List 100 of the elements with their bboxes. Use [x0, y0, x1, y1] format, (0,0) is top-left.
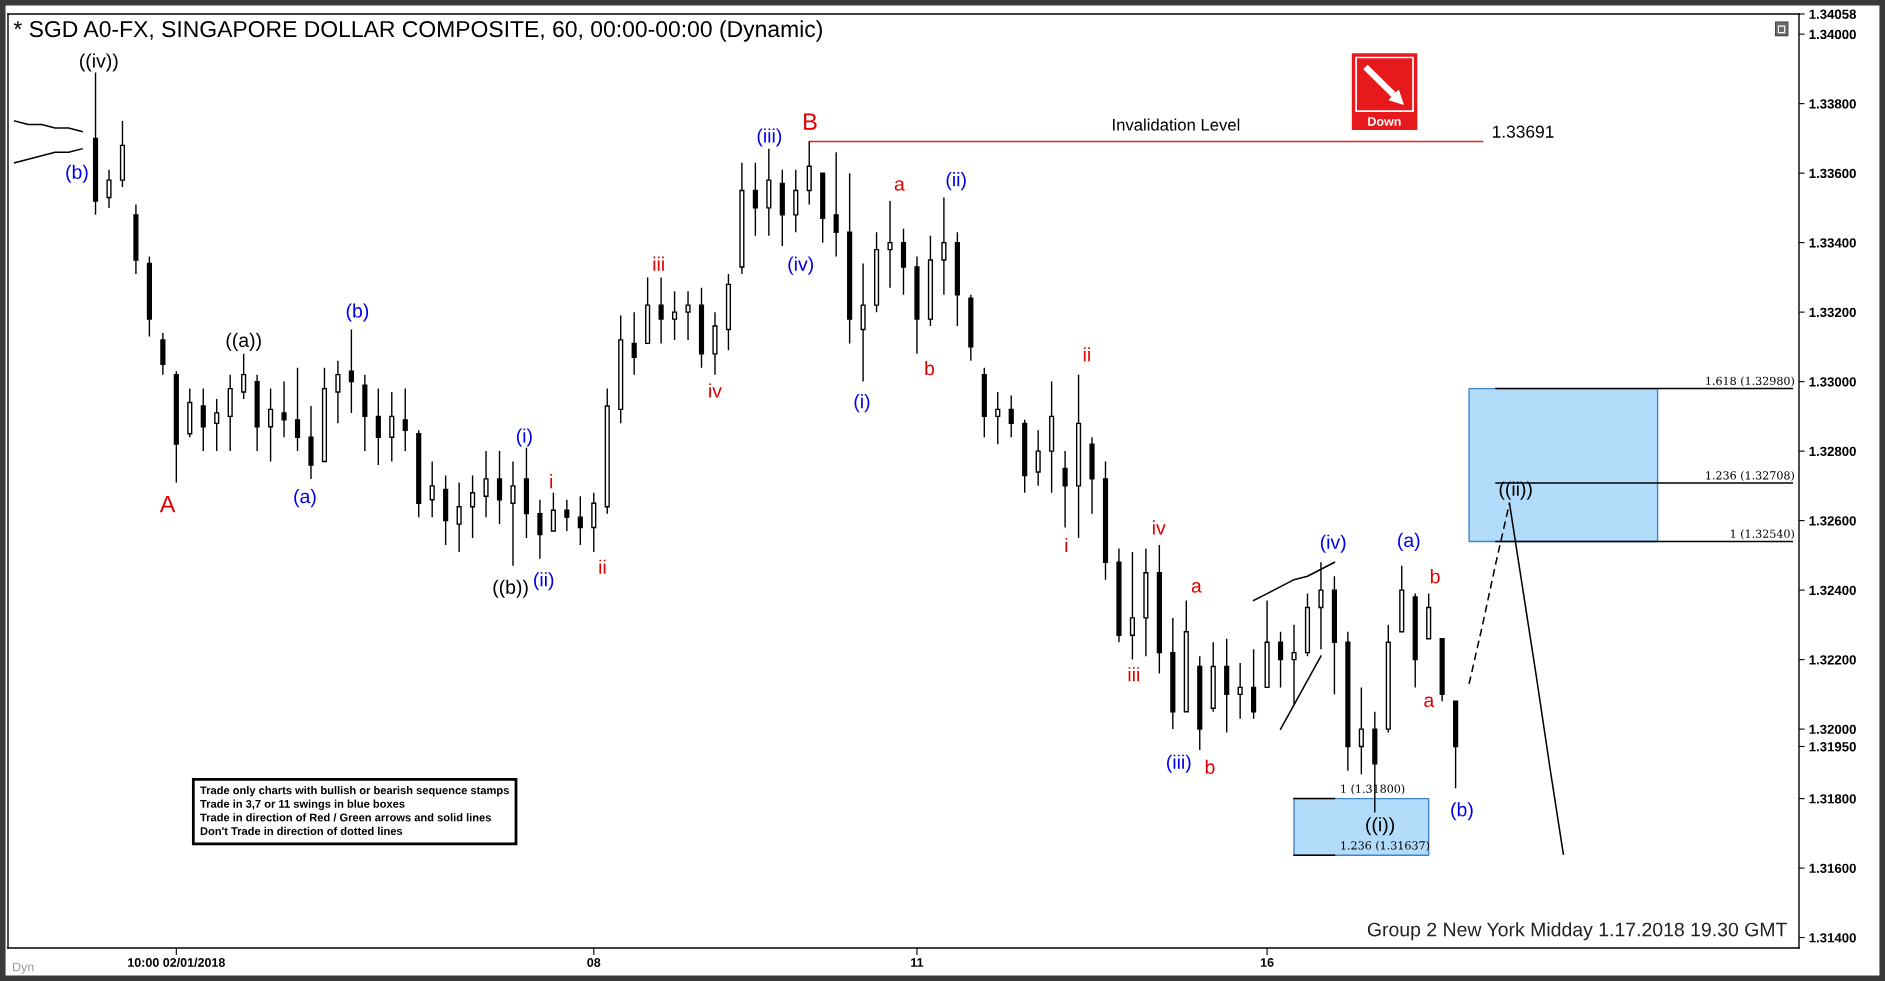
y-tick-label: 1.31400: [1809, 933, 1856, 943]
candlestick: [927, 234, 934, 327]
candlestick: [1453, 700, 1459, 789]
candlestick: [968, 294, 974, 362]
annotation: iii: [653, 256, 664, 271]
candlestick: [214, 398, 220, 452]
candlestick: [779, 168, 785, 247]
y-tick-label: 1.31800: [1809, 794, 1856, 804]
candlestick: [523, 446, 530, 539]
annotation: (a): [294, 489, 316, 508]
candlestick: [335, 360, 341, 425]
annotation: iv: [1153, 520, 1166, 535]
annotation: Group 2 New York Midday 1.17.2018 19.30 GMT: [1367, 922, 1787, 941]
annotation: a: [1424, 696, 1435, 708]
y-tick-label: 1.32800: [1809, 446, 1856, 457]
candlestick: [362, 373, 368, 452]
candlestick: [1412, 592, 1418, 689]
candlestick: [954, 231, 960, 327]
candlestick: [187, 387, 193, 438]
annotation: i: [1065, 537, 1068, 552]
y-tick-label: 1.31950: [1809, 742, 1856, 752]
y-tick-label: 1.33200: [1809, 307, 1856, 318]
candlestick: [308, 405, 314, 480]
candlestick: [793, 168, 799, 233]
candlestick: [537, 499, 543, 560]
candlestick: [698, 287, 705, 369]
candlestick: [725, 273, 732, 352]
text: Dyn: [13, 962, 34, 974]
candlestick: [766, 148, 772, 237]
annotation: (ii): [534, 572, 554, 591]
candlestick: [1331, 575, 1337, 696]
candlestick: [1183, 599, 1189, 713]
annotation: (iv): [1320, 534, 1346, 553]
annotation: b: [1205, 759, 1215, 774]
candlestick: [1385, 624, 1391, 734]
candlestick: [981, 367, 987, 438]
candlestick: [375, 387, 381, 466]
y-tick-label: 1.34000: [1809, 29, 1856, 40]
candlestick: [1277, 631, 1284, 689]
candlestick: [1129, 551, 1136, 661]
annotation: (b): [1451, 802, 1473, 821]
candlestick: [348, 328, 354, 414]
annotation: ((a)): [226, 332, 261, 351]
candlestick: [254, 373, 260, 452]
candlestick: [591, 492, 597, 553]
candlestick: [483, 450, 489, 518]
y-tick-label: 1.31600: [1809, 863, 1856, 874]
annotation: (b): [346, 303, 369, 322]
annotation: ((i)): [1366, 817, 1394, 836]
candlestick: [1358, 686, 1364, 775]
legend-label: 1.618 (1.32980): [1706, 376, 1794, 387]
y-tick-label: 1.32000: [1809, 724, 1856, 735]
candlestick: [1102, 460, 1109, 581]
candlestick: [806, 141, 812, 206]
candlestick: [106, 168, 112, 209]
candlestick: [847, 172, 853, 345]
annotation: iii: [1128, 667, 1139, 682]
annotation: a: [1191, 582, 1202, 593]
candlestick: [645, 276, 651, 345]
candlestick: [833, 151, 839, 258]
annotation: ii: [1083, 347, 1090, 362]
annotation: (iv): [788, 256, 813, 275]
candlestick: [92, 71, 99, 216]
candlestick: [1008, 394, 1014, 438]
annotation: ((b)): [493, 579, 528, 598]
candlestick: [200, 387, 206, 452]
candlestick: [389, 391, 395, 463]
candlestick: [604, 387, 610, 515]
candlestick: [321, 367, 328, 463]
candlestick: [1197, 655, 1203, 751]
candlestick: [1089, 436, 1095, 515]
x-tick-label: 16: [1260, 958, 1274, 967]
annotation: i: [550, 474, 553, 489]
candlestick: [1426, 592, 1432, 640]
annotation: Invalidation Level: [1113, 118, 1240, 131]
y-tick-label: 1.32200: [1809, 655, 1856, 665]
annotation: ii: [599, 559, 606, 574]
candlestick: [416, 429, 422, 518]
annotation: A: [159, 496, 176, 513]
annotation: (a): [1398, 532, 1420, 551]
candlestick: [820, 172, 826, 244]
annotation: (iii): [757, 128, 782, 147]
candlestick: [510, 460, 516, 567]
candlestick: [1156, 544, 1162, 675]
annotation: iv: [709, 383, 722, 398]
candlestick: [173, 370, 179, 484]
line-series: [13, 120, 83, 133]
candlestick: [496, 450, 503, 525]
series-label: 1 (1.32540): [1730, 529, 1794, 540]
annotation: ((iv)): [80, 53, 118, 72]
candlestick: [1049, 380, 1055, 494]
annotation: B: [804, 113, 817, 130]
y-tick-label: 1.33400: [1809, 238, 1856, 248]
candlestick: [550, 492, 556, 532]
candlestick: [577, 495, 583, 546]
candlestick: [227, 373, 233, 452]
annotation: ((ii)): [1499, 481, 1532, 500]
candlestick: [1035, 429, 1041, 487]
candlestick: [281, 380, 287, 438]
candlestick: [995, 391, 1001, 445]
